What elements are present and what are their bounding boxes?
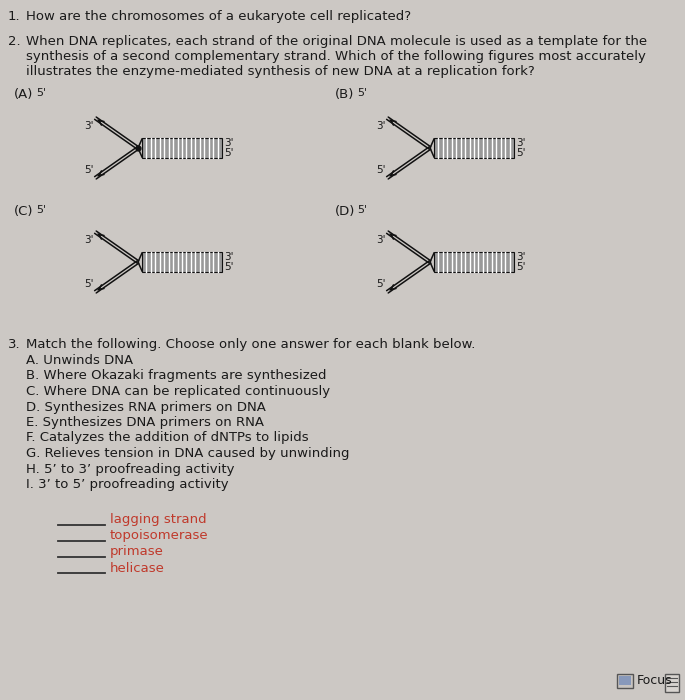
Bar (617, 674, 633, 688)
Text: E. Synthesizes DNA primers on RNA: E. Synthesizes DNA primers on RNA (26, 416, 264, 429)
Text: 3': 3' (224, 138, 234, 148)
Text: 5': 5' (224, 148, 234, 158)
Text: Match the following. Choose only one answer for each blank below.: Match the following. Choose only one ans… (26, 338, 475, 351)
Text: 3': 3' (224, 252, 234, 262)
Bar (665, 674, 679, 692)
Text: H. 5’ to 3’ proofreading activity: H. 5’ to 3’ proofreading activity (26, 463, 234, 475)
Text: G. Relieves tension in DNA caused by unwinding: G. Relieves tension in DNA caused by unw… (26, 447, 349, 460)
Text: I. 3’ to 5’ proofreading activity: I. 3’ to 5’ proofreading activity (26, 478, 229, 491)
Text: When DNA replicates, each strand of the original DNA molecule is used as a templ: When DNA replicates, each strand of the … (26, 35, 647, 48)
Text: 5': 5' (224, 262, 234, 272)
Text: (B): (B) (335, 88, 354, 101)
Text: 3.: 3. (8, 338, 21, 351)
Text: 5': 5' (376, 279, 386, 289)
Text: How are the chromosomes of a eukaryote cell replicated?: How are the chromosomes of a eukaryote c… (26, 10, 411, 23)
Text: 3': 3' (376, 121, 386, 131)
Text: topoisomerase: topoisomerase (110, 529, 209, 542)
Text: helicase: helicase (110, 561, 165, 575)
Bar (142, 138, 222, 158)
Bar (434, 138, 514, 158)
Text: C. Where DNA can be replicated continuously: C. Where DNA can be replicated continuou… (26, 385, 330, 398)
Text: Focus: Focus (637, 674, 673, 687)
Text: 5': 5' (84, 279, 93, 289)
Text: 3': 3' (516, 138, 525, 148)
Text: D. Synthesizes RNA primers on DNA: D. Synthesizes RNA primers on DNA (26, 400, 266, 414)
Text: 2.: 2. (8, 35, 21, 48)
Bar (619, 676, 631, 685)
Text: (C): (C) (14, 205, 34, 218)
Text: 3': 3' (84, 121, 93, 131)
Text: (D): (D) (335, 205, 356, 218)
Text: 5': 5' (357, 88, 367, 98)
Text: primase: primase (110, 545, 164, 559)
Text: 5': 5' (36, 88, 46, 98)
Text: synthesis of a second complementary strand. Which of the following figures most : synthesis of a second complementary stra… (26, 50, 646, 63)
Text: 5': 5' (516, 262, 525, 272)
Text: 5': 5' (376, 164, 386, 175)
Text: B. Where Okazaki fragments are synthesized: B. Where Okazaki fragments are synthesiz… (26, 370, 327, 382)
Text: lagging strand: lagging strand (110, 514, 207, 526)
Text: 3': 3' (84, 235, 93, 245)
Bar (142, 252, 222, 272)
Text: 1.: 1. (8, 10, 21, 23)
Text: illustrates the enzyme-mediated synthesis of new DNA at a replication fork?: illustrates the enzyme-mediated synthesi… (26, 65, 535, 78)
Text: 3': 3' (516, 252, 525, 262)
Text: 5': 5' (36, 205, 46, 215)
Text: F. Catalyzes the addition of dNTPs to lipids: F. Catalyzes the addition of dNTPs to li… (26, 431, 309, 444)
Text: 5': 5' (516, 148, 525, 158)
Text: (A): (A) (14, 88, 34, 101)
Bar (434, 252, 514, 272)
Text: 5': 5' (357, 205, 367, 215)
Text: 3': 3' (376, 235, 386, 245)
Text: A. Unwinds DNA: A. Unwinds DNA (26, 354, 133, 367)
Text: 5': 5' (84, 164, 93, 175)
